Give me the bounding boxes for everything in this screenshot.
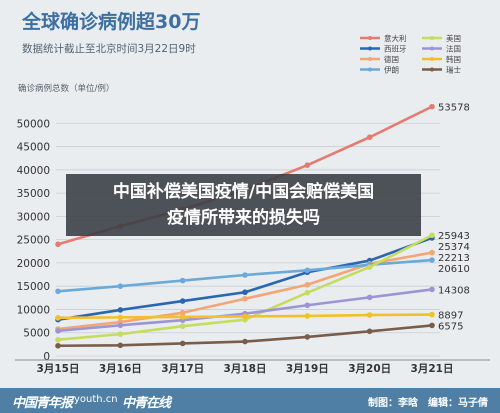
- data-point: [179, 323, 186, 330]
- end-value-label: 53578: [438, 103, 470, 114]
- data-point: [55, 342, 61, 349]
- data-point: [304, 302, 311, 309]
- legend-marker: [430, 67, 434, 72]
- y-tick-label: 15000: [17, 281, 50, 293]
- x-tick-label: 3月20日: [348, 363, 391, 375]
- data-point: [304, 334, 311, 340]
- end-value-label: 25374: [438, 242, 470, 253]
- y-tick-label: 30000: [17, 211, 50, 223]
- data-point: [117, 331, 124, 337]
- data-point: [304, 267, 311, 274]
- headline-overlay: 中国补偿美国疫情/中国会赔偿美国 疫情所带来的损失吗: [66, 174, 421, 236]
- y-axis-label: 确诊病例总数（单位/例）: [18, 83, 114, 94]
- data-point: [117, 342, 124, 349]
- data-point: [55, 288, 61, 295]
- data-point: [366, 328, 373, 335]
- data-point: [242, 338, 248, 345]
- y-tick-label: 40000: [17, 165, 50, 177]
- legend-marker: [368, 67, 372, 72]
- data-point: [117, 314, 124, 321]
- data-point: [429, 232, 435, 239]
- data-point: [304, 162, 311, 168]
- data-point: [429, 286, 435, 293]
- data-point: [179, 340, 186, 347]
- x-tick-label: 3月17日: [161, 363, 204, 375]
- chart-subtitle: 数据统计截止至北京时间3月22日9时: [22, 42, 196, 55]
- y-tick-label: 0: [43, 351, 50, 363]
- data-point: [242, 289, 248, 296]
- end-value-label: 20610: [438, 264, 470, 275]
- legend-label: 意大利: [384, 33, 407, 43]
- legend-label: 美国: [446, 33, 461, 43]
- y-tick-label: 25000: [17, 235, 50, 247]
- data-point: [179, 314, 186, 320]
- data-point: [55, 336, 61, 343]
- data-point: [366, 134, 373, 141]
- chart-title: 全球确诊病例超30万: [21, 10, 200, 33]
- legend-label: 西班牙: [384, 44, 407, 54]
- legend-label: 瑞士: [446, 65, 461, 75]
- data-point: [366, 312, 373, 318]
- data-point: [55, 241, 61, 248]
- data-point: [117, 283, 124, 289]
- x-tick-label: 3月19日: [286, 363, 329, 375]
- data-point: [117, 307, 124, 313]
- end-value-label: 22213: [438, 253, 470, 264]
- footer-bar: 中国青年报 youth.cn 中青在线 制图：李晗 编辑：马子倩: [0, 388, 500, 413]
- data-point: [429, 249, 435, 256]
- y-tick-label: 20000: [17, 258, 50, 270]
- legend-marker: [430, 57, 434, 61]
- series-line: [57, 236, 433, 321]
- data-point: [429, 257, 435, 263]
- end-value-label: 8897: [438, 311, 463, 322]
- legend-label: 法国: [446, 44, 461, 54]
- legend-marker: [368, 57, 372, 61]
- data-point: [179, 298, 186, 304]
- data-point: [55, 315, 61, 321]
- x-tick-label: 3月21日: [411, 363, 454, 375]
- data-point: [429, 311, 435, 318]
- footer-site: youth.cn: [74, 394, 118, 405]
- data-point: [304, 289, 311, 296]
- data-point: [179, 309, 186, 316]
- data-point: [242, 272, 248, 278]
- y-tick-label: 10000: [17, 304, 50, 316]
- end-value-label: 25943: [438, 231, 470, 242]
- footer-credits: 制图：李晗 编辑：马子倩: [368, 398, 488, 409]
- legend-label: 伊朗: [384, 65, 399, 75]
- data-point: [55, 328, 61, 334]
- legend-label: 德国: [384, 54, 399, 64]
- data-point: [117, 322, 124, 329]
- legend-marker: [430, 36, 434, 40]
- data-point: [366, 294, 373, 301]
- end-value-label: 14308: [438, 285, 470, 296]
- data-point: [429, 103, 435, 110]
- end-value-label: 6575: [438, 322, 463, 333]
- y-tick-label: 50000: [17, 118, 50, 130]
- y-tick-label: 35000: [17, 188, 50, 200]
- legend-marker: [368, 46, 372, 51]
- headline-line-2: 疫情所带来的损失吗: [167, 208, 320, 228]
- x-tick-label: 3月16日: [99, 363, 142, 375]
- legend-marker: [368, 36, 372, 40]
- headline-line-1: 中国补偿美国疫情/中国会赔偿美国: [112, 182, 375, 202]
- data-point: [366, 264, 373, 270]
- data-point: [242, 295, 248, 302]
- y-tick-label: 45000: [17, 142, 50, 154]
- data-point: [242, 313, 248, 320]
- x-tick-label: 3月18日: [224, 363, 267, 375]
- data-point: [304, 281, 311, 288]
- data-point: [429, 322, 435, 329]
- data-point: [304, 313, 311, 319]
- legend-label: 韩国: [446, 54, 461, 64]
- data-point: [179, 277, 186, 284]
- legend-marker: [430, 46, 434, 51]
- x-tick-label: 3月15日: [37, 363, 80, 375]
- y-tick-label: 5000: [23, 328, 50, 340]
- footer-logo-cyd: 中国青年报: [12, 396, 73, 411]
- footer-logo-zqzx: 中青在线: [122, 396, 171, 411]
